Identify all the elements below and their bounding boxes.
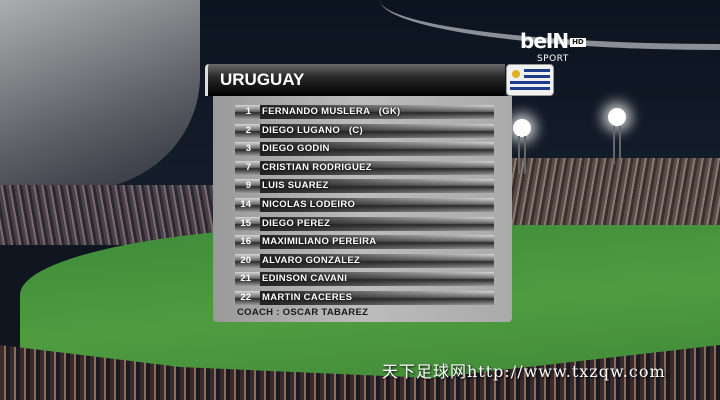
player-name: NICOLAS LODEIRO bbox=[260, 198, 494, 212]
player-name: MAXIMILIANO PEREIRA bbox=[260, 235, 494, 250]
lineup-panel: 1 FERNANDO MUSLERA (GK) 2 DIEGO LUGANO (C) 3… bbox=[213, 96, 512, 322]
player-number: 21 bbox=[240, 273, 251, 285]
player-name: DIEGO GODIN bbox=[260, 142, 494, 157]
floodlight bbox=[513, 119, 531, 137]
player-number: 9 bbox=[245, 180, 251, 192]
logo-text: beIN bbox=[520, 29, 569, 53]
coach-label: COACH : OSCAR TABAREZ bbox=[237, 307, 369, 318]
player-name: DIEGO LUGANO (C) bbox=[260, 123, 494, 138]
floodlight-mast bbox=[518, 136, 526, 174]
player-name: CRISTIAN RODRIGUEZ bbox=[260, 160, 494, 175]
player-name: FERNANDO MUSLERA (GK) bbox=[260, 105, 494, 119]
player-number: 20 bbox=[240, 254, 251, 266]
broadcaster-logo: beIN HD SPORT bbox=[520, 29, 586, 65]
player-row: 21 EDINSON CAVANI bbox=[235, 272, 494, 287]
player-number: 14 bbox=[240, 199, 251, 210]
player-name: DIEGO PEREZ bbox=[260, 216, 494, 231]
player-number: 1 bbox=[245, 106, 251, 117]
player-row: 2 DIEGO LUGANO (C) bbox=[235, 123, 494, 138]
player-name: ALVARO GONZALEZ bbox=[260, 253, 494, 268]
hd-badge: HD bbox=[570, 38, 586, 47]
logo-sub: SPORT bbox=[536, 54, 569, 64]
player-number: 15 bbox=[240, 217, 251, 229]
player-name: LUIS SUAREZ bbox=[260, 179, 494, 194]
player-row: 16 MAXIMILIANO PEREIRA bbox=[235, 235, 494, 250]
player-row: 7 CRISTIAN RODRIGUEZ bbox=[235, 160, 494, 175]
floodlight bbox=[608, 108, 626, 126]
team-name: URUGUAY bbox=[220, 70, 305, 89]
player-number: 16 bbox=[240, 236, 251, 248]
stands-left bbox=[0, 185, 215, 245]
player-row: 1 FERNANDO MUSLERA (GK) bbox=[235, 105, 494, 119]
player-row: 20 ALVARO GONZALEZ bbox=[235, 253, 494, 268]
player-row: 22 MARTIN CACERES bbox=[235, 291, 494, 305]
sun-of-may-icon bbox=[512, 70, 520, 78]
player-number: 22 bbox=[240, 292, 251, 303]
player-row: 15 DIEGO PEREZ bbox=[235, 216, 494, 231]
player-number: 2 bbox=[245, 124, 251, 136]
player-row: 9 LUIS SUAREZ bbox=[235, 179, 494, 194]
floodlight-mast bbox=[613, 126, 621, 164]
uruguay-flag-icon bbox=[506, 64, 554, 96]
watermark: 天下足球网http://www.txzqw.com bbox=[382, 362, 666, 381]
player-number: 3 bbox=[245, 143, 251, 155]
player-name: MARTIN CACERES bbox=[260, 291, 494, 305]
player-number: 7 bbox=[245, 161, 251, 173]
player-row: 14 NICOLAS LODEIRO bbox=[235, 198, 494, 212]
player-row: 3 DIEGO GODIN bbox=[235, 142, 494, 157]
lineup-header: URUGUAY bbox=[205, 64, 505, 96]
player-name: EDINSON CAVANI bbox=[260, 272, 494, 287]
